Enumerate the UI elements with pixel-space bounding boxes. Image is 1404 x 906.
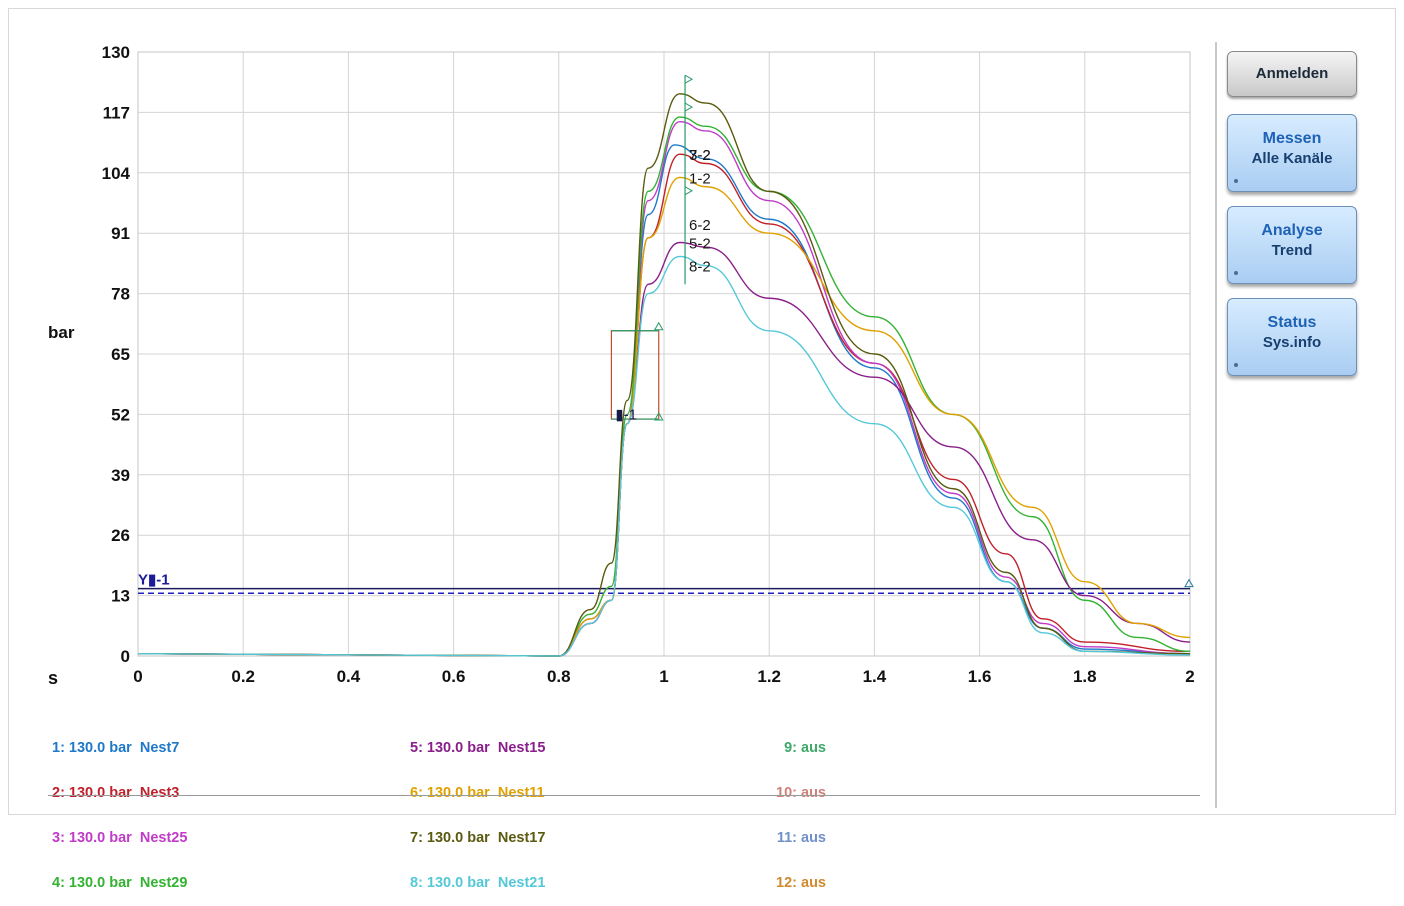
status-button-line1: Status bbox=[1267, 314, 1317, 331]
y-tick-label: 39 bbox=[111, 466, 130, 485]
indicator-dot bbox=[1234, 271, 1238, 275]
series-line-nest29 bbox=[137, 116, 1191, 657]
cursor-label: 6-2 bbox=[689, 217, 711, 234]
pressure-chart: 0 0.2 0.4 0.6 0.8 1 1.2 1.4 1.6 1.8 2 0 13 26 39 52 65 78… bbox=[48, 43, 1195, 688]
legend-item-11: 11: aus bbox=[776, 830, 826, 846]
legend-item-12: 12: aus bbox=[776, 875, 826, 891]
x-tick-label: 1.4 bbox=[863, 667, 887, 686]
cursor-marker bbox=[684, 74, 694, 84]
window-label: ▮-1 bbox=[615, 406, 637, 423]
measure-button-line2: Alle Kanäle bbox=[1251, 150, 1333, 167]
y-tick-label: 52 bbox=[111, 405, 130, 424]
x-tick-label: 0.6 bbox=[442, 667, 466, 686]
analysis-trend-button[interactable]: Analyse Trend bbox=[1227, 206, 1357, 284]
legend-item-10: 10: aus bbox=[776, 785, 826, 801]
cursor-marker bbox=[684, 186, 694, 196]
window-marker bbox=[653, 412, 664, 421]
legend-item-4: 4: 130.0 bar Nest29 bbox=[52, 875, 188, 891]
y-tick-label: 26 bbox=[111, 526, 130, 545]
cursor-label: 5-2 bbox=[689, 235, 711, 252]
status-button-line2: Sys.info bbox=[1262, 334, 1322, 351]
legend-divider bbox=[48, 795, 1200, 796]
x-tick-label: 0 bbox=[133, 667, 142, 686]
login-button-label: Anmelden bbox=[1255, 65, 1329, 82]
y-tick-label: 91 bbox=[111, 224, 130, 243]
legend-column-1: 1: 130.0 bar Nest7 2: 130.0 bar Nest3 3:… bbox=[52, 711, 187, 906]
cursor-marker bbox=[684, 102, 694, 112]
series-line-nest11 bbox=[137, 176, 1191, 657]
x-tick-label: 1.6 bbox=[968, 667, 992, 686]
cursor-label: 8-2 bbox=[689, 259, 711, 276]
chart-series bbox=[137, 93, 1191, 657]
legend-item-3: 3: 130.0 bar Nest25 bbox=[52, 830, 188, 846]
threshold-lines: Y▮-1 bbox=[138, 572, 1194, 595]
series-line-nest21 bbox=[137, 255, 1191, 657]
measure-button-line1: Messen bbox=[1262, 130, 1322, 147]
chart-annotations: ▮-1 7-23-2 1-2 6-25-2 8-2 bbox=[610, 74, 711, 423]
y-tick-label: 104 bbox=[102, 164, 131, 183]
indicator-dot bbox=[1234, 363, 1238, 367]
y-tick-label: 13 bbox=[111, 587, 130, 606]
x-tick-label: 1.8 bbox=[1073, 667, 1097, 686]
cursor-label: 7-2 bbox=[689, 147, 711, 164]
legend-item-6: 6: 130.0 bar Nest11 bbox=[410, 785, 545, 801]
x-axis-label: s bbox=[48, 668, 58, 688]
legend-item-2: 2: 130.0 bar Nest3 bbox=[52, 785, 180, 801]
analysis-button-line1: Analyse bbox=[1261, 222, 1323, 239]
y-tick-label: 65 bbox=[111, 345, 130, 364]
series-line-nest17 bbox=[137, 93, 1191, 657]
y-tick-label: 0 bbox=[121, 647, 130, 666]
x-tick-label: 0.8 bbox=[547, 667, 571, 686]
legend-column-3: 9: aus 10: aus 11: aus 12: aus bbox=[760, 711, 826, 906]
y-tick-label: 78 bbox=[111, 285, 130, 304]
status-sysinfo-button[interactable]: Status Sys.info bbox=[1227, 298, 1357, 376]
legend-item-8: 8: 130.0 bar Nest21 bbox=[410, 875, 546, 891]
legend-item-1: 1: 130.0 bar Nest7 bbox=[52, 740, 180, 756]
measure-all-channels-button[interactable]: Messen Alle Kanäle bbox=[1227, 114, 1357, 192]
legend-column-2: 5: 130.0 bar Nest15 6: 130.0 bar Nest11 … bbox=[410, 711, 545, 906]
x-tick-label: 2 bbox=[1185, 667, 1194, 686]
chart-axes: 0 0.2 0.4 0.6 0.8 1 1.2 1.4 1.6 1.8 2 0 13 26 39 52 65 78… bbox=[48, 43, 1195, 688]
sidebar-separator bbox=[1215, 42, 1217, 808]
cursor-label: 1-2 bbox=[689, 170, 711, 187]
x-tick-label: 0.4 bbox=[337, 667, 361, 686]
login-button[interactable]: Anmelden bbox=[1227, 51, 1357, 97]
legend-item-7: 7: 130.0 bar Nest17 bbox=[410, 830, 546, 846]
x-tick-label: 1.2 bbox=[757, 667, 781, 686]
threshold-label: Y▮-1 bbox=[138, 572, 170, 589]
legend-item-5: 5: 130.0 bar Nest15 bbox=[410, 740, 546, 756]
legend-item-9: 9: aus bbox=[784, 740, 826, 756]
y-axis-label: bar bbox=[48, 323, 75, 342]
analysis-button-line2: Trend bbox=[1271, 242, 1313, 259]
y-tick-label: 117 bbox=[103, 103, 130, 122]
threshold-marker bbox=[1184, 578, 1194, 588]
cursor-label: 3-2 bbox=[689, 147, 711, 164]
x-tick-label: 0.2 bbox=[231, 667, 255, 686]
y-tick-label: 130 bbox=[102, 43, 130, 62]
x-tick-label: 1 bbox=[659, 667, 668, 686]
app-frame bbox=[8, 8, 1396, 815]
indicator-dot bbox=[1234, 179, 1238, 183]
plot-border bbox=[137, 51, 1191, 657]
window-marker bbox=[653, 321, 664, 331]
chart-grid bbox=[137, 51, 1191, 657]
